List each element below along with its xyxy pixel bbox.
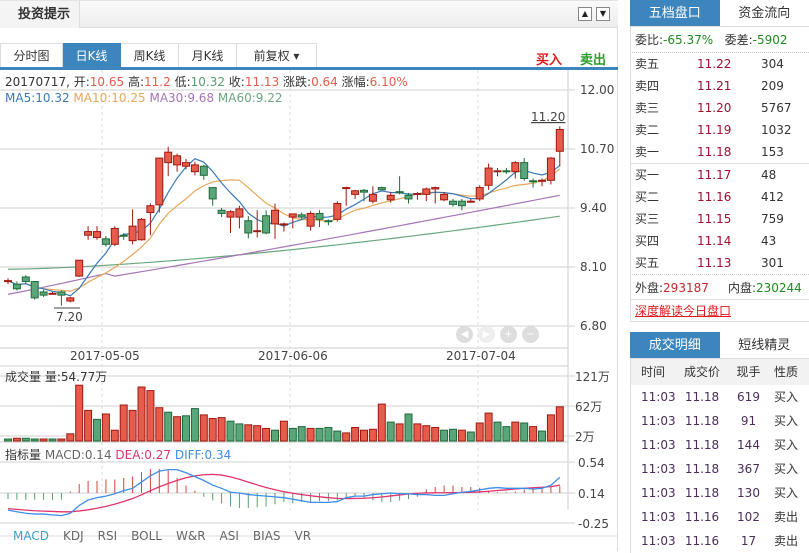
svg-text:0.54: 0.54 [578, 456, 605, 470]
zoom-out-icon[interactable]: − [522, 326, 539, 343]
ind-tab-macd[interactable]: MACD [13, 529, 49, 543]
svg-text:6.80: 6.80 [580, 319, 607, 333]
svg-text:10.70: 10.70 [580, 142, 614, 156]
svg-text:2017-06-06: 2017-06-06 [258, 349, 328, 363]
svg-text:12.00: 12.00 [580, 83, 614, 97]
outer-inner-row: 外盘:293187 内盘:230244 [630, 274, 809, 300]
svg-text:2万: 2万 [575, 430, 595, 444]
tab-trade-detail[interactable]: 成交明细 [630, 332, 720, 358]
svg-text:121万: 121万 [575, 370, 610, 384]
tab-weekly-k[interactable]: 周K线 [121, 43, 179, 68]
indicator-tabs: MACD KDJ RSI BOLL W&R ASI BIAS VR [13, 529, 325, 543]
ma60-value: MA60:9.22 [218, 91, 283, 105]
svg-text:7.20: 7.20 [56, 310, 83, 324]
ind-tab-asi[interactable]: ASI [220, 529, 239, 543]
chart-tabs: 分时图 日K线 周K线 月K线 前复权 ▾ [0, 43, 317, 68]
ind-tab-kdj[interactable]: KDJ [63, 529, 84, 543]
svg-text:9.40: 9.40 [580, 201, 607, 215]
scroll-right-icon[interactable]: ▶ [478, 326, 495, 343]
ind-tab-vr[interactable]: VR [295, 529, 312, 543]
ma30-value: MA30:9.68 [149, 91, 214, 105]
volume-label: 成交量 量:54.77万 [5, 368, 107, 385]
chart-area[interactable]: 12.00 10.70 9.40 8.10 6.80 2017-05-05 2017-06-… [0, 70, 618, 551]
ind-tab-wr[interactable]: W&R [176, 529, 206, 543]
quote-info: 20170717, 开:10.65 高:11.2 低:10.32 收:11.13… [5, 73, 408, 90]
ind-tab-rsi[interactable]: RSI [98, 529, 118, 543]
ind-tab-boll[interactable]: BOLL [131, 529, 162, 543]
tab-short-term[interactable]: 短线精灵 [720, 332, 809, 358]
tab-orderbook[interactable]: 五档盘口 [630, 0, 720, 26]
adjust-dropdown[interactable]: 前复权 ▾ [237, 43, 317, 68]
tab-daily-k[interactable]: 日K线 [63, 43, 121, 68]
svg-text:2017-07-04: 2017-07-04 [446, 349, 516, 363]
svg-text:0.14: 0.14 [578, 487, 605, 501]
svg-text:62万: 62万 [575, 400, 602, 414]
chart-nav: ◀ ▶ + − [456, 326, 539, 343]
svg-text:-0.25: -0.25 [578, 517, 609, 531]
ma10-value: MA10:10.25 [73, 91, 145, 105]
svg-text:8.10: 8.10 [580, 260, 607, 274]
svg-text:11.20: 11.20 [531, 110, 565, 124]
hint-title: 投资提示 [0, 1, 80, 28]
scroll-left-icon[interactable]: ◀ [456, 326, 473, 343]
buy-button[interactable]: 买入 [536, 49, 562, 68]
hint-bar: 投资提示 ▲ ▼ [0, 0, 618, 28]
scroll-up-icon[interactable]: ▲ [578, 7, 592, 21]
scroll-down-icon[interactable]: ▼ [596, 7, 610, 21]
indicator-label: 指标量 MACD:0.14 DEA:0.27 DIFF:0.34 [5, 446, 231, 463]
trades-header: 时间成交价现手性质 [630, 359, 809, 385]
svg-text:2017-05-05: 2017-05-05 [70, 349, 140, 363]
kline-panel: 投资提示 ▲ ▼ 分时图 日K线 周K线 月K线 前复权 ▾ 买入 卖出 12.… [0, 0, 618, 551]
ma-legend: MA5:10.32 MA10:10.25 MA30:9.68 MA60:9.22 [5, 91, 283, 105]
sell-button[interactable]: 卖出 [580, 49, 606, 68]
weibi-row: 委比:-65.37% 委差:-5902 [630, 27, 809, 53]
tab-intraday[interactable]: 分时图 [0, 43, 63, 68]
ma5-value: MA5:10.32 [5, 91, 70, 105]
kline-chart[interactable]: 12.00 10.70 9.40 8.10 6.80 2017-05-05 2017-06-… [0, 70, 618, 551]
zoom-in-icon[interactable]: + [500, 326, 517, 343]
tab-monthly-k[interactable]: 月K线 [179, 43, 237, 68]
ind-tab-bias[interactable]: BIAS [253, 529, 281, 543]
deep-analysis-link[interactable]: 深度解读今日盘口 [635, 304, 731, 318]
tab-capital-flow[interactable]: 资金流向 [720, 0, 809, 26]
